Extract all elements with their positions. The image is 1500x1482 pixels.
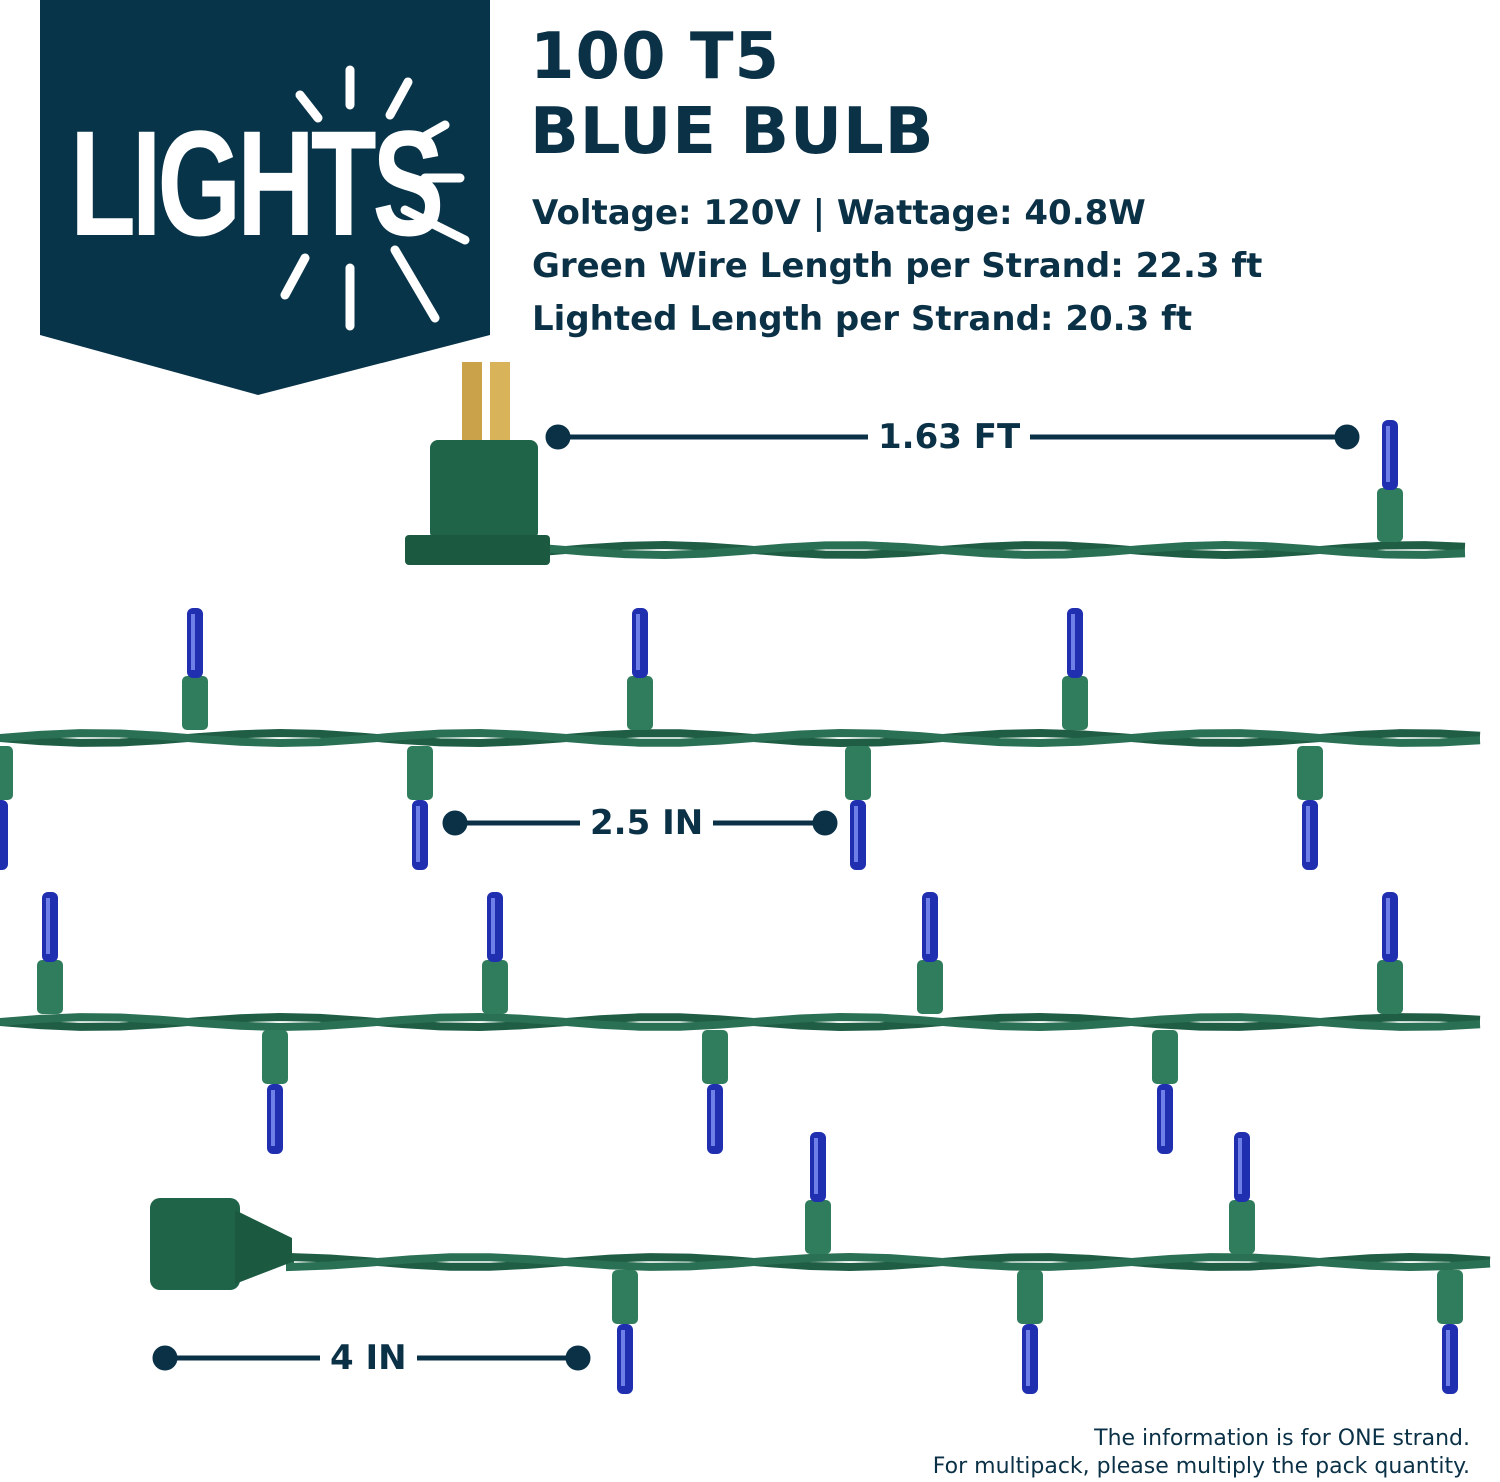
bulbs xyxy=(0,420,1463,1394)
blue-bulb xyxy=(1152,1030,1178,1154)
dimension-lines xyxy=(152,424,1360,1371)
blue-bulb xyxy=(612,1270,638,1394)
blue-bulb xyxy=(1437,1270,1463,1394)
blue-bulb xyxy=(1377,420,1403,542)
blue-bulb xyxy=(37,892,63,1014)
spec-lighted-length: Lighted Length per Strand: 20.3 ft xyxy=(532,299,1193,339)
product-title-line1: 100 T5 xyxy=(530,20,781,94)
note-line2: For multipack, please multiply the pack … xyxy=(932,1454,1470,1479)
wire-strand xyxy=(0,1013,1481,1031)
blue-bulb xyxy=(1062,608,1088,730)
sun-rays-icon xyxy=(280,65,470,331)
blue-bulb xyxy=(627,608,653,730)
logo-banner xyxy=(40,0,490,395)
spec-voltage-wattage: Voltage: 120V | Wattage: 40.8W xyxy=(532,193,1146,233)
blue-bulb xyxy=(1229,1132,1255,1254)
blue-bulb xyxy=(702,1030,728,1154)
wire-strand xyxy=(286,1252,1491,1272)
logo-text: LIGHTS xyxy=(70,99,444,267)
product-title-line2: BLUE BULB xyxy=(530,95,935,169)
blue-bulb xyxy=(182,608,208,730)
blue-bulb xyxy=(262,1030,288,1154)
blue-bulb xyxy=(845,746,871,870)
blue-bulb xyxy=(0,746,13,870)
note-line1: The information is for ONE strand. xyxy=(1094,1426,1470,1451)
blue-bulb xyxy=(482,892,508,1014)
plug xyxy=(405,362,550,565)
wire-strand xyxy=(0,729,1481,747)
end-socket xyxy=(150,1198,292,1290)
blue-bulb xyxy=(1297,746,1323,870)
light-string-wires xyxy=(0,540,1491,1272)
blue-bulb xyxy=(1017,1270,1043,1394)
blue-bulb xyxy=(917,892,943,1014)
wire-strand xyxy=(286,1252,1491,1272)
dimension-label-spacing: 2.5 IN xyxy=(580,806,714,840)
wire-strand xyxy=(541,540,1466,559)
spec-wire-length: Green Wire Length per Strand: 22.3 ft xyxy=(532,246,1263,286)
dimension-label-plug: 1.63 FT xyxy=(868,420,1031,454)
blue-bulb xyxy=(407,746,433,870)
blue-bulb xyxy=(805,1132,831,1254)
blue-bulb xyxy=(1377,892,1403,1014)
dimension-label-end: 4 IN xyxy=(320,1341,417,1375)
